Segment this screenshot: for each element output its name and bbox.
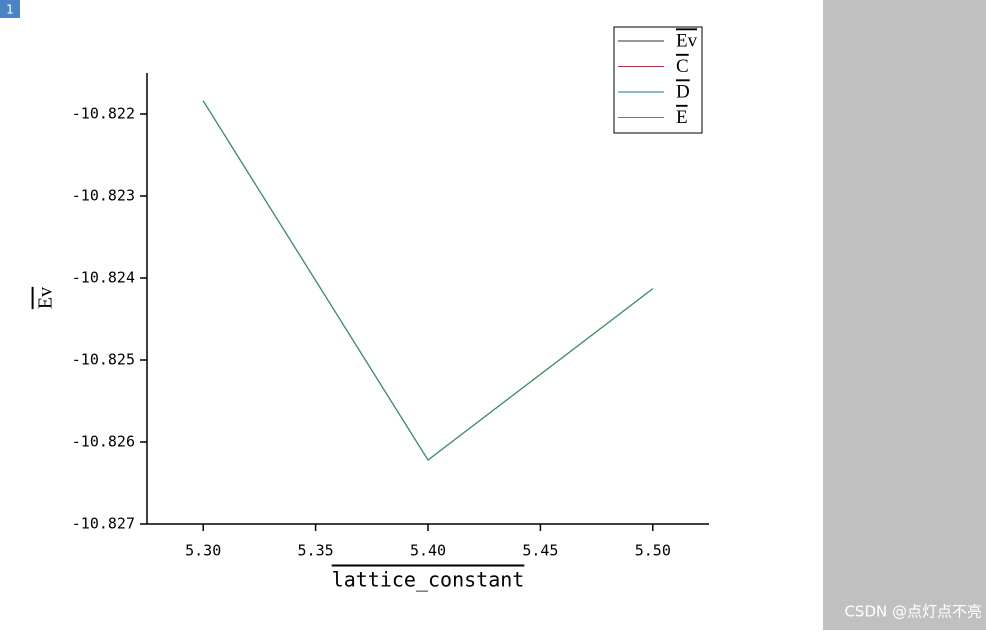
legend-label: Ev bbox=[676, 30, 698, 51]
watermark: CSDN @点灯点不亮 bbox=[844, 603, 982, 621]
legend-label: D bbox=[676, 81, 690, 102]
series-line bbox=[202, 100, 654, 461]
series-line bbox=[202, 100, 654, 461]
y-tick-label: -10.822 bbox=[72, 105, 135, 123]
y-axis-title: Ev bbox=[35, 287, 57, 309]
badge-text: 1 bbox=[6, 3, 14, 17]
series-line bbox=[202, 100, 654, 461]
x-tick-label: 5.30 bbox=[185, 542, 221, 560]
x-tick-label: 5.35 bbox=[298, 542, 334, 560]
y-tick-label: -10.826 bbox=[72, 433, 135, 451]
x-axis-title: lattice_constant bbox=[332, 568, 525, 592]
series-line bbox=[202, 100, 654, 461]
legend-box bbox=[613, 26, 703, 134]
x-tick-label: 5.45 bbox=[522, 542, 558, 560]
legend-label: C bbox=[676, 56, 689, 77]
y-tick-label: -10.824 bbox=[72, 269, 135, 287]
x-tick-label: 5.40 bbox=[410, 542, 446, 560]
side-panel bbox=[823, 0, 986, 630]
legend-label: E bbox=[676, 107, 688, 128]
badge bbox=[0, 0, 20, 18]
y-tick-label: -10.825 bbox=[72, 351, 135, 369]
y-tick-label: -10.823 bbox=[72, 187, 135, 205]
x-tick-label: 5.50 bbox=[635, 542, 671, 560]
y-tick-label: -10.827 bbox=[72, 515, 135, 533]
